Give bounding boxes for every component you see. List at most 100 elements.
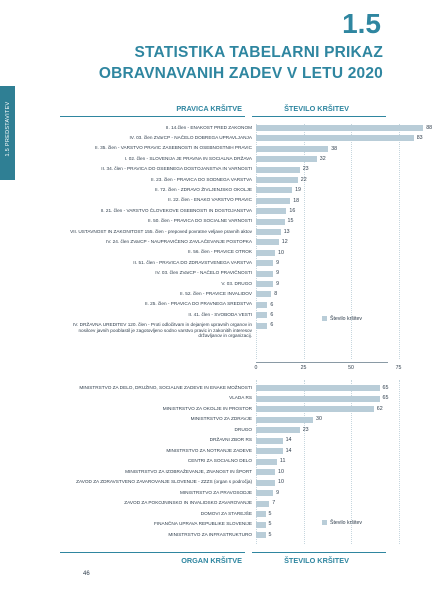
category-label-line: ZAVOD ZA ZDRAVSTVENO ZAVAROVANJE SLOVENI… xyxy=(76,479,252,484)
category-label: ZAVOD ZA ZDRAVSTVENO ZAVAROVANJE SLOVENI… xyxy=(50,479,252,485)
chart1-header-value: ŠTEVILO KRŠITEV xyxy=(284,104,349,113)
category-label-line: ZAVOD ZA POKOJNINSKO IN INVALIDSKO ZAVAR… xyxy=(124,500,252,505)
category-label: IV. 24. člen ZVarCP - NAUPRAVIČENO ZAVLA… xyxy=(50,239,252,245)
category-label-line: II. 21. člen - VARSTVO ČLOVEKOVE OSEBNOS… xyxy=(100,207,252,213)
category-label-line: II. 52. člen - PRAVICE INVALIDOV xyxy=(180,290,252,296)
bar xyxy=(256,385,380,391)
page-title-line-1: STATISTIKA TABELARNI PRIKAZ xyxy=(134,44,383,61)
category-label: VII. USTAVNOST IN ZAKONITOST 155. člen -… xyxy=(50,229,252,235)
bar xyxy=(256,521,266,528)
chart2-header-rule-left xyxy=(60,552,245,553)
bar xyxy=(256,458,277,465)
category-label: II. 51. člen - PRAVICA DO ZDRAVSTVENEGA … xyxy=(50,260,252,266)
data-label: 65 xyxy=(382,384,389,391)
category-label: MINISTRSTVO ZA INFRASTRUKTURO xyxy=(50,532,252,538)
category-label-line: IV. 03. člen ZVarCP - NAČELO PRAVIČNOSTI xyxy=(155,270,252,276)
data-label: 10 xyxy=(278,479,284,486)
data-label: 16 xyxy=(289,208,296,214)
category-label: IV. 03. člen ZVarCP - NAČELO DOBREGA UPR… xyxy=(50,135,252,141)
gridline xyxy=(351,380,352,544)
bar xyxy=(256,166,300,173)
bar xyxy=(256,177,298,183)
data-label: 62 xyxy=(376,405,383,412)
category-label: MINISTRSTVO ZA ZDRAVJE xyxy=(50,416,252,422)
page-number: 46 xyxy=(83,571,90,577)
category-label: I. 02. člen - SLOVENIJA JE PRAVNA IN SOC… xyxy=(50,156,252,162)
data-label: 9 xyxy=(276,280,280,287)
chart1-header: PRAVICA KRŠITVE ŠTEVILO KRŠITEV xyxy=(60,101,385,115)
data-label: 12 xyxy=(281,239,288,246)
category-label: II. 14.člen - ENAKOST PRED ZAKONOM xyxy=(50,125,252,131)
data-label: 32 xyxy=(319,156,326,162)
bar xyxy=(256,437,283,444)
category-label: II. 22. člen - ENAKO VARSTVO PRAVIC xyxy=(50,197,252,203)
category-label: II. 72. člen - ZDRAVO ŽIVLJENJSKO OKOLJE xyxy=(50,187,252,193)
data-label: 9 xyxy=(276,270,280,277)
category-label-line: MINISTRSTVO ZA OKOLJE IN PROSTOR xyxy=(162,405,252,411)
bar xyxy=(256,281,274,287)
legend-label: Število kršitev xyxy=(330,315,362,322)
category-label: IV. DRŽAVNA UREDITEV 120. člen - Proti o… xyxy=(50,322,252,339)
category-label-line: V. 03. DRUGO xyxy=(221,280,252,286)
data-label: 5 xyxy=(268,531,272,538)
data-label: 14 xyxy=(285,447,292,454)
category-label-line: FINANČNA UPRAVA REPUBLIKE SLOVENIJE xyxy=(153,521,252,526)
x-tick-label: 50 xyxy=(348,365,354,371)
category-label-line: MINISTRSTVO ZA IZOBRAŽEVANJE, ZNANOST IN… xyxy=(125,468,252,474)
chart2-header-rule-right xyxy=(252,552,386,553)
bar xyxy=(256,511,266,517)
data-label: 23 xyxy=(302,166,309,173)
category-label: DRŽAVNI ZBOR RS xyxy=(50,437,252,443)
category-label-line: IV. DRŽAVNA UREDITEV 120. člen - Proti o… xyxy=(73,322,252,328)
category-label: VLADA RS xyxy=(50,395,252,401)
category-label-line: VII. USTAVNOST IN ZAKONITOST 155. člen -… xyxy=(70,228,252,234)
bar xyxy=(256,270,274,277)
category-label: II. 52. člen - PRAVICE INVALIDOV xyxy=(50,291,252,297)
data-label: 65 xyxy=(382,395,389,402)
bar xyxy=(256,291,272,298)
category-label: II. 56. člen - PRAVICE OTROK xyxy=(50,249,252,255)
data-label: 5 xyxy=(268,510,272,517)
page-title-line-2: OBRAVNAVANIH ZADEV V LETU 2020 xyxy=(98,65,383,82)
bar xyxy=(256,406,374,412)
bar xyxy=(256,125,424,131)
category-label-line: II. 41. člen - SVOBODA VESTI xyxy=(188,311,252,317)
category-label-line: državljanov in organizacij. xyxy=(198,333,252,339)
chart1-header-rule-right xyxy=(252,116,386,117)
data-label: 38 xyxy=(331,145,338,152)
category-label-line: CENTRI ZA SOCIALNO DELO xyxy=(187,458,252,463)
category-label: II. 35. člen - VARSTVO PRAVIC ZASEBNOSTI… xyxy=(50,145,252,151)
data-label: 6 xyxy=(270,322,274,329)
category-label: FINANČNA UPRAVA REPUBLIKE SLOVENIJE xyxy=(50,521,252,527)
data-label: 19 xyxy=(295,187,301,194)
category-label-line: MINISTRSTVO ZA ZDRAVJE xyxy=(190,416,252,421)
category-label: II. 23. člen - PRAVICA DO SODNEGA VARSTV… xyxy=(50,177,252,183)
category-label: DRUGO xyxy=(50,427,252,433)
category-label-line: II. 51. člen - PRAVICA DO ZDRAVSTVENEGA … xyxy=(133,259,252,265)
bar xyxy=(256,322,268,329)
category-label: II. 34. člen - PRAVICA DO OSEBNEGA DOSTO… xyxy=(50,166,252,172)
data-label: 5 xyxy=(268,521,272,528)
category-label-line: DOMOVI ZA STAREJŠE xyxy=(200,510,252,516)
category-label-line: MINISTRSTVO ZA NOTRANJE ZADEVE xyxy=(166,447,252,453)
category-label-line: VLADA RS xyxy=(229,395,252,400)
chart2-header-category: ORGAN KRŠITVE xyxy=(181,556,242,565)
data-label: 11 xyxy=(279,458,286,465)
category-label-line: IV. 03. člen ZVarCP - NAČELO DOBREGA UPR… xyxy=(129,134,252,140)
bar xyxy=(256,187,293,194)
category-label-line: nosilcev javnih pooblastil je zagotovlje… xyxy=(78,327,252,333)
gridline xyxy=(398,124,400,359)
x-tick-label: 25 xyxy=(300,365,307,371)
gridline xyxy=(398,380,400,544)
data-label: 15 xyxy=(287,218,294,225)
bar xyxy=(256,218,285,225)
data-label: 7 xyxy=(272,500,276,507)
bar xyxy=(256,416,313,423)
bar xyxy=(256,469,275,475)
bar xyxy=(256,208,287,215)
bar xyxy=(256,156,317,163)
data-label: 30 xyxy=(316,416,322,423)
bar xyxy=(256,229,281,235)
bar xyxy=(256,239,279,246)
legend-label: Število kršitev xyxy=(330,519,362,526)
